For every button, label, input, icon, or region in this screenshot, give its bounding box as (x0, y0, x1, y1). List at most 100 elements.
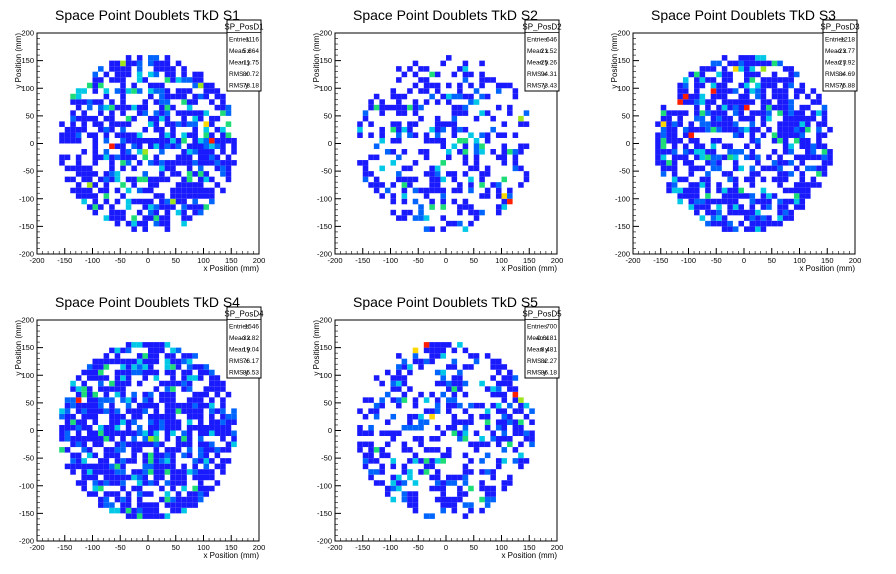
histogram-bin (423, 347, 430, 354)
histogram-bin (423, 513, 430, 519)
histogram-bin (732, 182, 739, 188)
histogram-bin (220, 187, 226, 194)
histogram-bin (114, 215, 121, 221)
histogram-bin (412, 82, 419, 89)
histogram-bin (136, 474, 143, 481)
histogram-bin (220, 463, 226, 470)
histogram-bin (209, 160, 215, 166)
histogram-bin (120, 441, 126, 448)
histogram-bin (705, 182, 711, 188)
histogram-bin (98, 424, 104, 431)
histogram-bin (523, 402, 530, 409)
histogram-panel: Space Point Doublets TkD S3-200 -150 -100-… (610, 7, 861, 273)
histogram-bin (401, 209, 408, 216)
histogram-panel: Space Point Doublets TkD S4-200 -150 -100-… (14, 294, 265, 560)
histogram-bin (170, 502, 176, 508)
histogram-bin (164, 430, 171, 437)
histogram-bin (220, 408, 226, 414)
histogram-bin (799, 204, 806, 210)
histogram-bin (186, 77, 193, 83)
histogram-bin (175, 137, 182, 144)
histogram-bin (214, 182, 221, 188)
histogram-bin (423, 82, 430, 89)
x-tick-label: -100 (85, 256, 100, 265)
histogram-bin (390, 193, 397, 199)
histogram-bin (412, 160, 419, 166)
histogram-bin (170, 364, 176, 370)
histogram-bin (186, 143, 193, 150)
histogram-bin (440, 93, 446, 100)
histogram-bin (214, 391, 221, 398)
histogram-bin (164, 104, 171, 111)
histogram-bin (231, 413, 237, 420)
histogram-bin (755, 226, 761, 232)
histogram-bin (401, 126, 408, 133)
histogram-bin (98, 104, 104, 111)
histogram-bin (694, 165, 700, 172)
x-tick-label: -200 (327, 543, 342, 552)
histogram-bin (214, 386, 221, 392)
histogram-bin (131, 198, 137, 205)
histogram-bin (501, 154, 508, 161)
histogram-bin (479, 77, 485, 83)
histogram-bin (192, 209, 198, 216)
histogram-bin (479, 458, 485, 464)
histogram-bin (423, 77, 430, 83)
histogram-bin (125, 430, 132, 437)
histogram-bin (186, 441, 193, 448)
histogram-bin (716, 209, 722, 216)
histogram-bin (688, 149, 695, 155)
histogram-bin (142, 507, 148, 514)
histogram-bin (70, 436, 76, 442)
histogram-bin (468, 182, 474, 188)
histogram-bin (192, 99, 198, 105)
histogram-bin (225, 458, 232, 464)
histogram-bin (153, 507, 160, 514)
chart-title: Space Point Doublets TkD S4 (55, 294, 240, 310)
histogram-bin (209, 424, 215, 431)
histogram-bin (131, 60, 137, 67)
histogram-bin (131, 132, 137, 138)
histogram-bin (181, 358, 187, 365)
histogram-bin (114, 154, 121, 161)
histogram-bin (70, 441, 76, 448)
histogram-bin (120, 507, 126, 514)
x-tick-label: 200 (253, 543, 266, 552)
histogram-bin (721, 220, 728, 227)
histogram-bin (81, 369, 87, 376)
histogram-bin (192, 474, 198, 481)
histogram-bin (114, 143, 121, 150)
stats-row-value: 76.17 (243, 358, 260, 365)
histogram-bin (688, 204, 695, 210)
stats-histogram-name: SP_PosD5 (522, 310, 562, 319)
histogram-bin (75, 458, 82, 464)
histogram-bin (170, 358, 176, 365)
histogram-bin (749, 204, 756, 210)
histogram-bin (705, 176, 711, 183)
histogram-bin (368, 447, 374, 453)
histogram-bin (109, 110, 115, 116)
histogram-bin (495, 154, 502, 161)
histogram-bin (192, 353, 198, 359)
histogram-bin (451, 176, 458, 183)
histogram-bin (816, 137, 822, 144)
histogram-bin (468, 99, 474, 105)
histogram-bin (412, 60, 419, 67)
histogram-bin (749, 182, 756, 188)
histogram-bin (396, 386, 402, 392)
stats-row-value: 80.72 (243, 71, 260, 78)
histogram-bin (362, 115, 369, 122)
histogram-bin (153, 413, 160, 420)
histogram-bin (423, 66, 430, 72)
histogram-bin (816, 143, 822, 150)
histogram-bin (192, 187, 198, 194)
histogram-bin (136, 430, 143, 437)
histogram-bin (434, 485, 441, 492)
histogram-bin (103, 104, 110, 111)
histogram-bin (451, 187, 458, 194)
histogram-bin (721, 110, 728, 116)
histogram-bin (164, 380, 171, 387)
histogram-bin (125, 458, 132, 464)
histogram-bin (429, 165, 435, 172)
histogram-bin (429, 474, 435, 481)
